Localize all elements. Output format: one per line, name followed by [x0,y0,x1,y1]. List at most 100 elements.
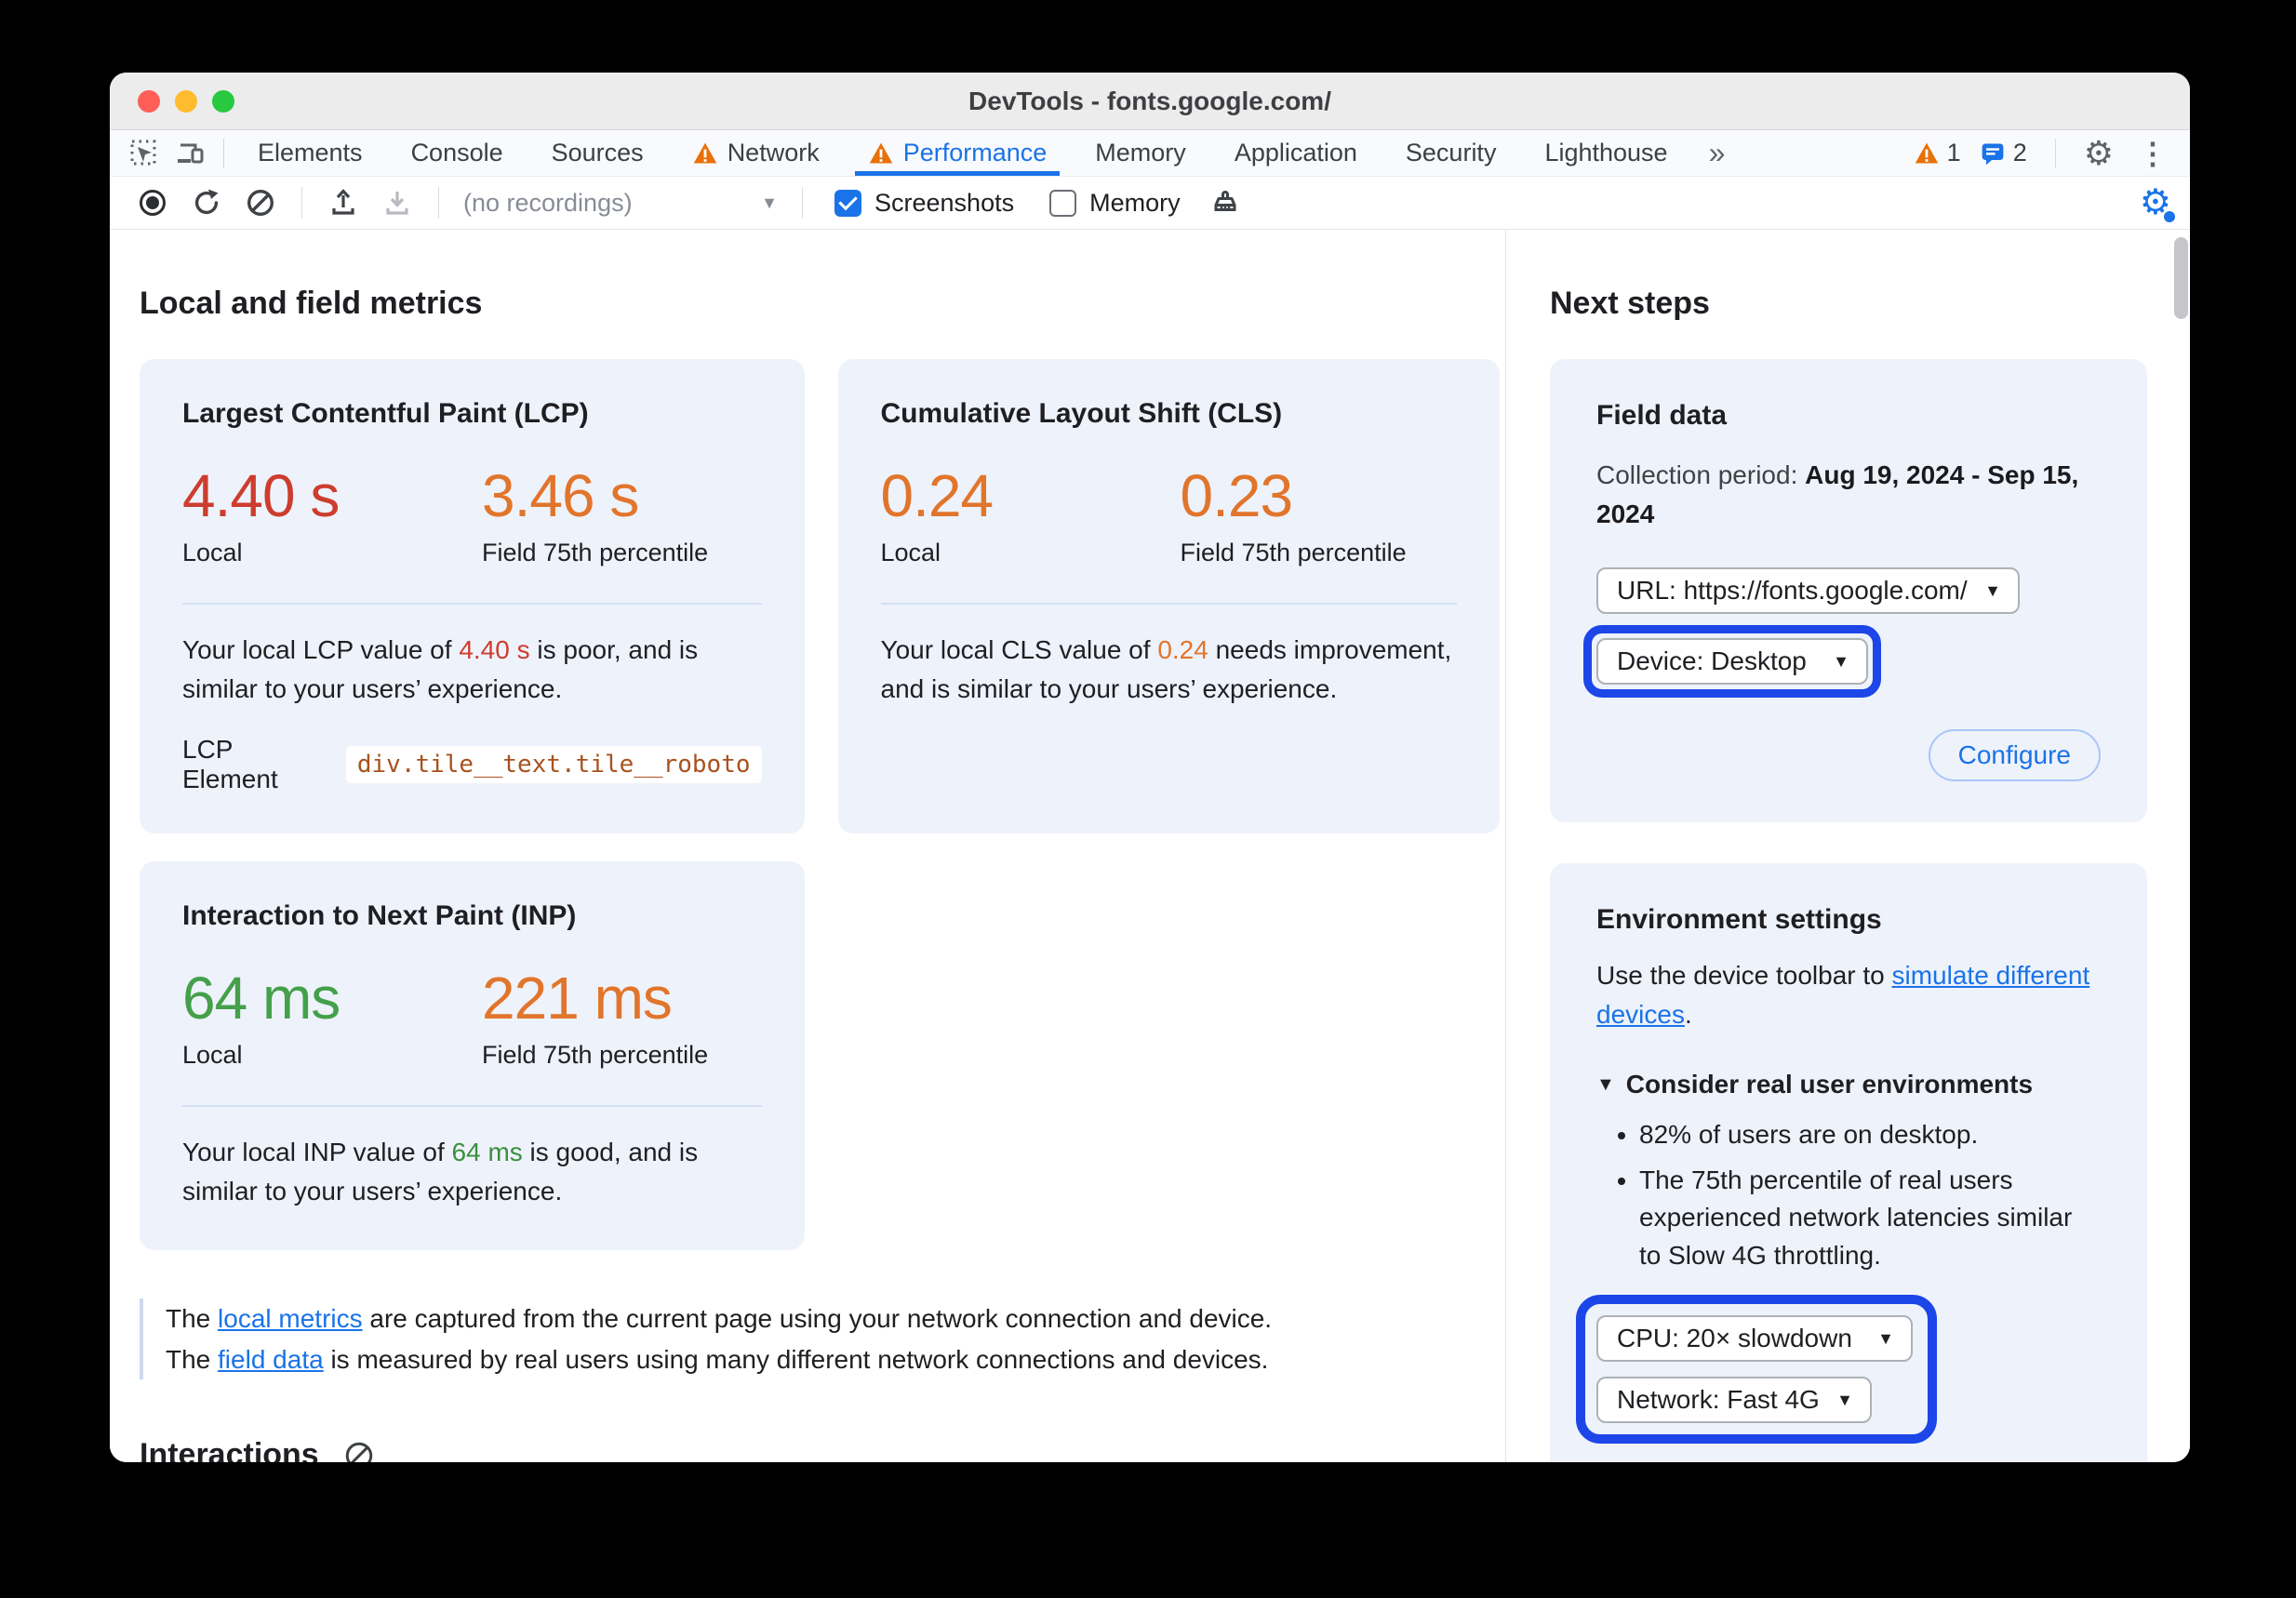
device-toolbar-icon [178,143,204,163]
reload-and-record-button[interactable] [184,180,229,225]
collection-period: Collection period: Aug 19, 2024 - Sep 15… [1596,460,2079,528]
cls-card: Cumulative Layout Shift (CLS) 0.24 Local… [837,359,1500,834]
inp-field-column: 221 ms Field 75th percentile [482,966,709,1070]
tab-memory[interactable]: Memory [1071,130,1210,176]
tab-performance[interactable]: Performance [844,130,1072,176]
inp-card-title: Interaction to Next Paint (INP) [182,900,577,932]
cls-local-value: 0.24 [880,462,994,529]
field-data-link[interactable]: field data [218,1344,324,1374]
screenshots-checkbox-row[interactable]: Screenshots [834,189,1014,218]
inp-description: Your local INP value of 64 ms is good, a… [182,1138,699,1206]
minimize-window-button[interactable] [175,89,197,113]
tabbar-divider [223,138,224,168]
chevron-down-icon: ▼ [761,193,778,212]
tab-security[interactable]: Security [1382,130,1521,176]
card-divider [880,603,1457,606]
panel-settings-button[interactable]: ⚙ [2140,185,2175,222]
vertical-scrollbar-thumb[interactable] [2174,237,2188,319]
tab-label: Memory [1095,139,1186,166]
tab-label: Console [410,139,503,166]
memory-checkbox-row[interactable]: Memory [1049,189,1181,218]
cls-field-label: Field 75th percentile [1180,539,1407,567]
more-tabs-button[interactable]: » [1692,130,1744,176]
chevron-down-icon: ▼ [1984,581,2001,600]
clear-recordings-button[interactable] [238,180,283,225]
inspect-element-button[interactable] [121,130,167,176]
warnings-counter[interactable]: 1 [1914,139,1961,167]
lcp-field-label: Field 75th percentile [482,539,709,567]
lcp-values: 4.40 s Local 3.46 s Field 75th percentil… [182,464,762,567]
tab-label: Performance [902,139,1048,166]
tab-network[interactable]: Network [668,130,844,176]
tabbar-right-controls: 1 2 ⚙ ⋮ [1914,130,2173,176]
metrics-note: The local metrics are captured from the … [140,1298,1500,1380]
collect-garbage-button[interactable] [1203,180,1248,225]
tab-lighthouse[interactable]: Lighthouse [1520,130,1691,176]
device-dropdown-highlight-annotation: Device: Desktop ▼ [1583,625,1881,698]
list-item: The 75th percentile of real users experi… [1639,1162,2101,1275]
device-dropdown[interactable]: Device: Desktop ▼ [1596,638,1868,685]
tab-console[interactable]: Console [387,130,527,176]
memory-checkbox[interactable] [1049,189,1077,217]
card-divider [182,603,762,606]
tab-label: Application [1234,139,1357,166]
save-profile-button[interactable] [375,180,420,225]
tab-application[interactable]: Application [1210,130,1382,176]
window-titlebar: DevTools - fonts.google.com/ [110,73,2190,130]
settings-gear-icon[interactable]: ⚙ [2083,133,2114,172]
warning-count: 1 [1946,139,1961,166]
window-title: DevTools - fonts.google.com/ [968,86,1331,115]
local-metrics-link[interactable]: local metrics [218,1304,363,1334]
lcp-element-label: LCP Element [182,735,278,794]
inp-field-label: Field 75th percentile [482,1041,709,1070]
cls-field-column: 0.23 Field 75th percentile [1180,464,1407,567]
card-divider [182,1105,762,1108]
list-item: 82% of users are on desktop. [1639,1116,2101,1154]
environment-intro: Use the device toolbar to simulate diffe… [1596,961,2090,1029]
load-profile-button[interactable] [321,180,366,225]
simulate-devices-link[interactable]: simulate different devices [1596,961,2090,1029]
tab-sources[interactable]: Sources [527,130,668,176]
more-options-menu-icon[interactable]: ⋮ [2138,136,2168,170]
recordings-dropdown[interactable]: (no recordings) ▼ [458,189,783,218]
environment-settings-card: Environment settings Use the device tool… [1550,863,2147,1462]
url-dropdown[interactable]: URL: https://fonts.google.com/ ▼ [1596,567,2020,614]
network-throttling-dropdown[interactable]: Network: Fast 4G ▼ [1596,1377,1872,1424]
record-icon [140,190,166,216]
tab-label: Network [727,139,820,166]
cls-card-title: Cumulative Layout Shift (CLS) [880,398,1283,429]
devtools-window: DevTools - fonts.google.com/ Elements Co… [110,73,2190,1462]
metric-cards-row: Largest Contentful Paint (LCP) 4.40 s Lo… [140,359,1500,834]
lcp-element-row: LCP Element div.tile__text.tile__roboto [182,735,762,794]
zoom-window-button[interactable] [212,89,234,113]
real-user-environments-disclosure[interactable]: ▼ Consider real user environments [1596,1070,2101,1099]
screenshots-checkbox[interactable] [834,189,861,217]
inp-local-column: 64 ms Local [182,966,482,1070]
tab-label: Elements [258,139,363,166]
sidebar-title: Next steps [1550,286,1710,321]
issues-count: 2 [2012,139,2027,166]
issues-counter[interactable]: 2 [1980,139,2027,167]
record-button[interactable] [130,180,175,225]
clear-interactions-icon[interactable] [343,1440,375,1462]
chevron-down-icon: ▼ [1836,1391,1853,1410]
cpu-throttling-dropdown[interactable]: CPU: 20× slowdown ▼ [1596,1315,1913,1363]
field-data-title: Field data [1596,400,1728,431]
device-dropdown-value: Device: Desktop [1617,646,1807,675]
toolbar-divider [301,187,302,219]
tab-elements[interactable]: Elements [234,130,387,176]
inp-local-label: Local [182,1041,243,1070]
url-dropdown-value: URL: https://fonts.google.com/ [1617,576,1968,605]
lcp-local-label: Local [182,539,243,567]
lcp-element-selector-link[interactable]: div.tile__text.tile__roboto [345,746,762,784]
block-icon [247,189,274,217]
settings-notification-dot [2164,211,2175,222]
interactions-title: Interactions [140,1437,319,1462]
configure-button[interactable]: Configure [1928,729,2101,781]
page-title: Local and field metrics [140,286,483,321]
close-window-button[interactable] [138,89,160,113]
broom-icon [1214,191,1236,211]
reload-icon [194,189,219,215]
device-toolbar-button[interactable] [167,130,214,176]
